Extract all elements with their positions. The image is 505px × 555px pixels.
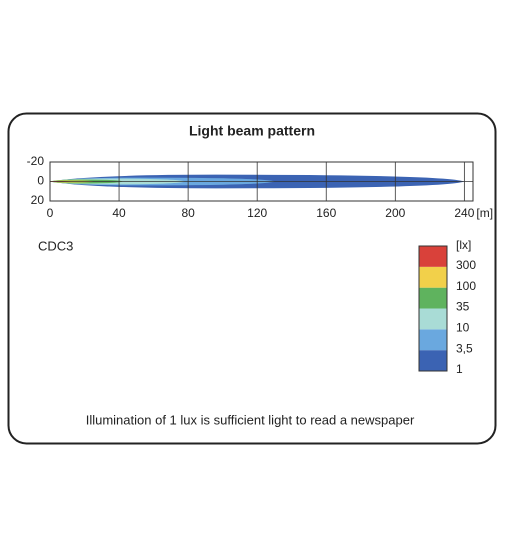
legend-label: 35 (456, 300, 470, 314)
legend-swatch (419, 287, 447, 309)
x-tick-label: 40 (112, 206, 126, 220)
y-tick-label: 20 (31, 193, 45, 207)
x-tick-label: 160 (316, 206, 336, 220)
x-tick-label: 120 (247, 206, 267, 220)
legend-swatch (419, 350, 447, 371)
y-tick-label: 0 (37, 174, 44, 188)
chart-title: Light beam pattern (189, 123, 315, 139)
legend-swatch (419, 266, 447, 288)
x-axis-label: [m] (476, 206, 493, 220)
legend-label: 3,5 (456, 341, 473, 355)
x-tick-label: 200 (385, 206, 405, 220)
legend-swatch (419, 246, 447, 267)
x-tick-label: 0 (47, 206, 54, 220)
x-tick-label: 80 (181, 206, 195, 220)
frame (7, 112, 497, 445)
legend-title: [lx] (456, 238, 471, 252)
legend-label: 300 (456, 258, 476, 272)
legend-label: 1 (456, 362, 463, 376)
legend-label: 10 (456, 321, 470, 335)
y-tick-label: -20 (27, 154, 45, 168)
legend-label: 100 (456, 279, 476, 293)
x-tick-label: 240 (454, 206, 474, 220)
lamp-name: CDC3 (38, 238, 73, 253)
legend-swatch (419, 308, 447, 330)
legend-frame (418, 245, 448, 372)
footnote: Illumination of 1 lux is sufficient ligh… (86, 412, 415, 427)
legend-swatch (419, 329, 447, 351)
plot-frame (49, 161, 474, 202)
